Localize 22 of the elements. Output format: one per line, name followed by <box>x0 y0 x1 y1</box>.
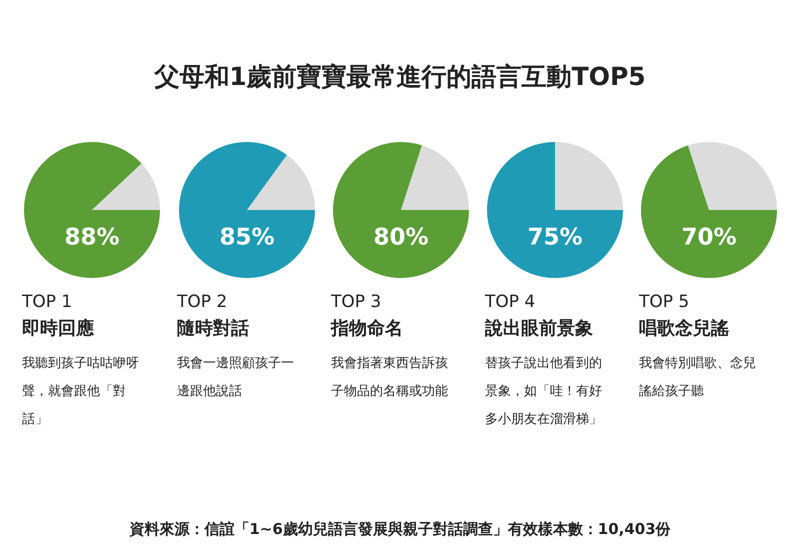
text: TOP 4 <box>485 292 536 312</box>
source-note: 資料來源：信誼「1~6歲幼兒語言發展與親子對話調查」有效樣本數：10,403份 <box>128 520 672 539</box>
text: 說出眼前景象 <box>485 317 594 340</box>
text: 父母和1歲前寶寶最常進行的語言互動TOP5 <box>153 61 647 93</box>
data-label: 85% <box>219 224 275 251</box>
data-label: 80% <box>373 224 429 251</box>
text: 我聽到孩子咕咕咿呀聲，就會跟他「對話」 <box>22 355 140 429</box>
text: 指物命名 <box>331 317 404 340</box>
data-label: 75% <box>527 224 583 251</box>
text: TOP 1 <box>22 292 74 312</box>
data-label: 70% <box>681 224 737 251</box>
text: 唱歌念兒謠 <box>639 317 730 340</box>
text: 隨時對話 <box>177 317 250 340</box>
text: 我會特別唱歌、念兒謠給孩子聽 <box>639 355 757 401</box>
data-label: 88% <box>64 224 120 251</box>
text: 替孩子說出他看到的景象，如「哇！有好多小朋友在溜滑梯」 <box>485 355 603 429</box>
text: TOP 5 <box>639 292 690 312</box>
text: 即時回應 <box>22 317 95 340</box>
text: 我會指著東西告訴孩子物品的名稱或功能 <box>331 355 449 401</box>
text: 我會一邊照顧孩子一邊跟他說話 <box>177 355 295 401</box>
text: TOP 2 <box>177 292 228 312</box>
text: TOP 3 <box>331 292 382 312</box>
